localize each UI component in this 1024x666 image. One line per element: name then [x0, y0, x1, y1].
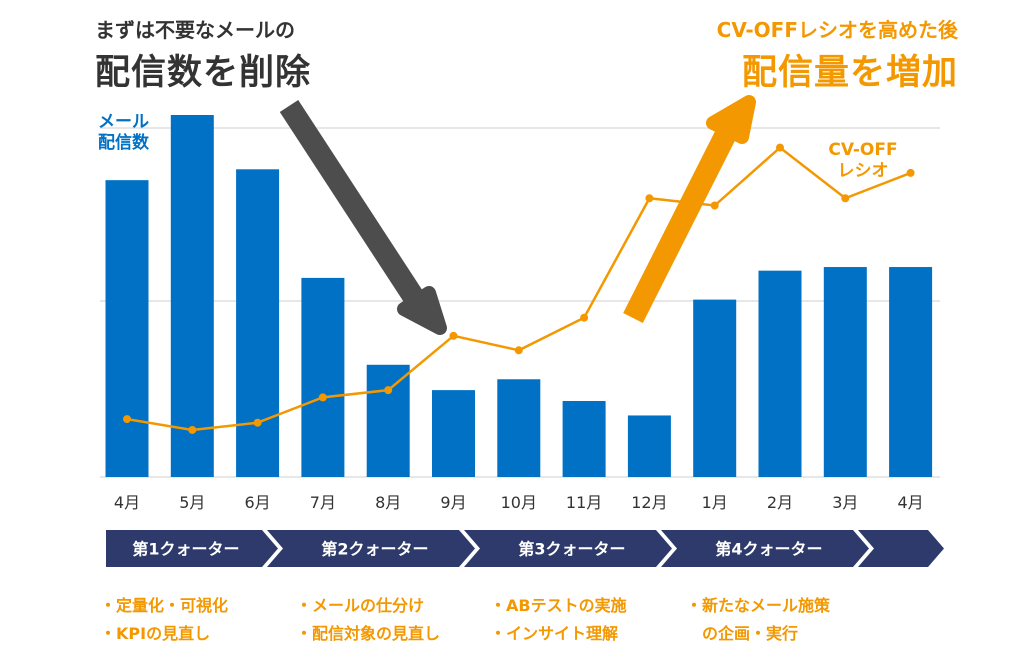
down-arrow-shaft — [279, 99, 423, 303]
action-list-q2: ・メールの仕分け ・配信対象の見直し — [296, 592, 440, 648]
bar-series — [105, 115, 933, 478]
quarter-chevron-4 — [661, 530, 869, 567]
action-list-q3: ・ABテストの実施 ・インサイト理解 — [490, 592, 627, 648]
legend-bar-line2: 配信数 — [98, 133, 149, 153]
headline-left-sub: まずは不要なメールの — [95, 18, 295, 42]
x-tick-label: 12月 — [631, 493, 667, 512]
x-tick-label: 3月 — [832, 493, 858, 512]
legend-line-line2: レシオ — [837, 161, 889, 181]
action-item: ・新たなメール施策 — [686, 596, 831, 615]
quarter-label: 第1クォーター — [132, 540, 239, 559]
action-item: ・定量化・可視化 — [100, 596, 229, 615]
quarter-chevron-3 — [464, 530, 672, 567]
quarter-label: 第2クォーター — [321, 540, 428, 559]
bar-7 — [497, 379, 541, 477]
bar-10 — [693, 299, 737, 477]
action-list-q1: ・定量化・可視化 ・KPIの見直し — [100, 592, 228, 648]
action-item: の企画・実行 — [702, 624, 799, 643]
line-point-12 — [841, 194, 850, 203]
action-item: ・KPIの見直し — [100, 624, 211, 643]
line-point-13 — [906, 168, 915, 177]
line-point-7 — [514, 346, 523, 355]
bar-3 — [236, 169, 280, 478]
x-tick-label: 5月 — [179, 493, 205, 512]
quarter-banner: 第1クォーター 第2クォーター 第3クォーター 第4クォーター — [106, 530, 944, 567]
down-arrow-head — [397, 286, 447, 335]
x-tick-label: 6月 — [245, 493, 271, 512]
bar-8 — [562, 400, 606, 477]
quarter-chevron-1 — [106, 530, 278, 567]
action-item: ・メールの仕分け — [296, 596, 425, 615]
legend-bar-label: メール 配信数 — [98, 112, 149, 154]
bar-12 — [823, 267, 867, 477]
quarter-label: 第3クォーター — [518, 540, 625, 559]
trend-arrows — [279, 95, 756, 335]
quarter-chevron-tail — [858, 530, 944, 567]
quarter-label: 第4クォーター — [715, 540, 822, 559]
bar-1 — [105, 180, 149, 477]
bar-11 — [758, 270, 802, 477]
line-point-11 — [776, 143, 784, 152]
x-tick-label: 7月 — [310, 493, 336, 512]
x-tick-label: 4月 — [898, 493, 924, 512]
bar-13 — [889, 267, 933, 477]
bar-6 — [432, 390, 475, 477]
up-arrow-head — [706, 95, 756, 144]
line-point-4 — [318, 393, 327, 402]
action-item: ・インサイト理解 — [490, 624, 619, 643]
line-point-6 — [449, 331, 458, 340]
line-point-3 — [253, 418, 262, 427]
x-axis-ticks: 4月 5月 6月 7月 8月 9月 10月 11月 12月 1月 2月 3月 4月 — [114, 493, 924, 512]
line-point-10 — [710, 201, 719, 210]
action-item: ・配信対象の見直し — [296, 624, 441, 643]
x-tick-label: 11月 — [566, 493, 602, 512]
up-arrow-shaft — [623, 125, 738, 323]
bar-2 — [170, 115, 214, 477]
line-point-8 — [580, 313, 589, 322]
headline-right-main: 配信量を増加 — [741, 53, 958, 93]
x-tick-label: 10月 — [501, 493, 537, 512]
line-point-5 — [384, 386, 393, 395]
legend-line-line1: CV-OFF — [828, 140, 898, 160]
bar-9 — [627, 415, 671, 477]
x-tick-label: 4月 — [114, 493, 140, 512]
action-list-q4: ・新たなメール施策 の企画・実行 — [686, 592, 830, 648]
x-tick-label: 1月 — [702, 493, 728, 512]
line-point-9 — [645, 194, 654, 203]
line-point-1 — [123, 415, 131, 424]
headline-left-main: 配信数を削除 — [95, 53, 312, 93]
bar-5 — [366, 364, 410, 477]
x-tick-label: 9月 — [440, 493, 466, 512]
line-series — [123, 143, 915, 434]
quarter-chevron-2 — [267, 530, 475, 567]
line-point-2 — [188, 425, 197, 434]
action-item: ・ABテストの実施 — [490, 596, 627, 615]
x-tick-label: 8月 — [375, 493, 401, 512]
x-tick-label: 2月 — [767, 493, 793, 512]
legend-bar-line1: メール — [98, 112, 149, 132]
legend-line-label: CV-OFF レシオ — [818, 140, 908, 182]
headline-right-sub: CV-OFFレシオを高めた後 — [716, 18, 958, 42]
bar-4 — [301, 277, 345, 477]
